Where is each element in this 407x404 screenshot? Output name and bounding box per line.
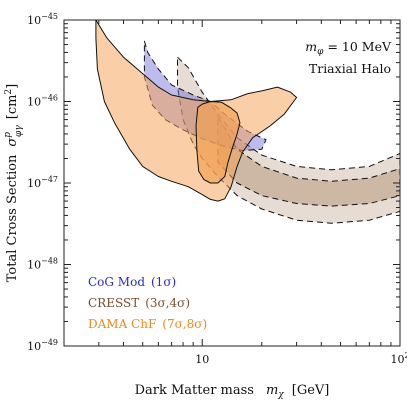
y-axis-title: Total Cross Sectionσpφγ[cm2]	[3, 84, 24, 283]
annotation-mass: mφ = 10 MeV	[305, 39, 392, 57]
region-cresst-1	[217, 116, 400, 207]
x-tick-label: 102	[390, 351, 407, 366]
region-dama-chf-1	[195, 101, 241, 184]
y-tick-label: 10−45	[27, 12, 58, 27]
y-tick-label: 10−46	[27, 94, 58, 109]
y-tick-label: 10−47	[27, 175, 58, 190]
annotation-halo: Triaxial Halo	[309, 61, 391, 76]
x-tick-label: 10	[195, 353, 209, 366]
y-tick-label: 10−48	[27, 257, 58, 272]
legend-entry-cog: CoG Mod (1σ)	[88, 275, 176, 289]
axis-ticks: 10 102 10−45 10−46 10−47 10−48 10−49	[27, 12, 407, 366]
plot-regions	[95, 20, 400, 224]
legend-entry-cresst: CRESST (3σ,4σ)	[88, 296, 190, 310]
legend: CoG Mod (1σ) CRESST (3σ,4σ) DAMA ChF (7σ,8σ…	[88, 275, 207, 331]
x-axis-title: Dark Matter mass mχ [GeV]	[135, 383, 330, 400]
legend-entry-dama: DAMA ChF (7σ,8σ)	[88, 317, 207, 331]
y-tick-label: 10−49	[27, 338, 58, 353]
region-dama-chf-0	[95, 20, 298, 202]
